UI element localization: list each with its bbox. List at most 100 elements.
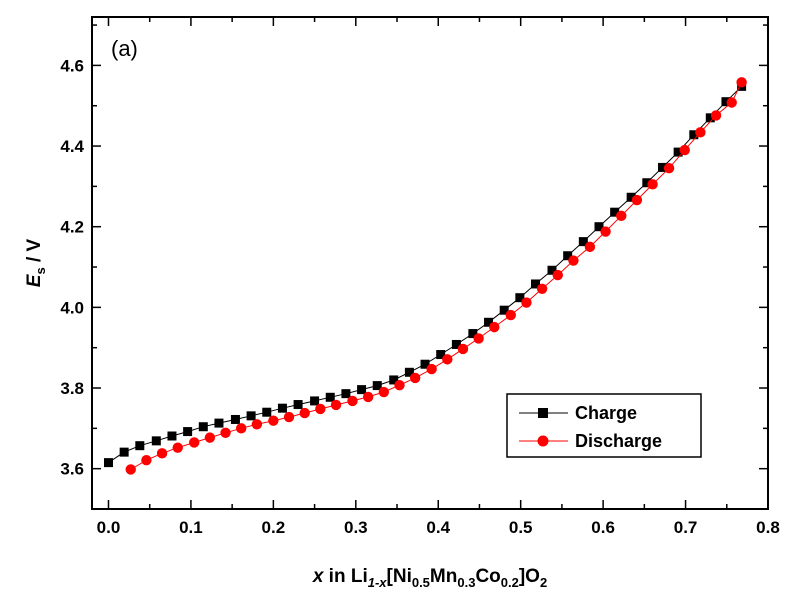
- discharge-point: [616, 210, 627, 222]
- discharge-point: [204, 432, 216, 443]
- y-axis-title-var: E: [24, 273, 45, 287]
- charge-point: [246, 411, 256, 421]
- charge-point: [499, 305, 509, 315]
- charge-point: [198, 422, 208, 432]
- charge-point: [214, 418, 224, 428]
- x-axis-title: x in Li1-x[Ni0.5Mn0.3Co0.2]O2: [312, 566, 547, 590]
- charge-point: [230, 414, 240, 424]
- x-axis-title-part3: Mn: [430, 566, 457, 587]
- charge-point: [404, 367, 414, 377]
- charge-point: [484, 317, 494, 327]
- x-axis-title-sub1: 1-x: [368, 575, 388, 590]
- discharge-point: [141, 455, 152, 466]
- charge-point: [151, 436, 161, 446]
- x-axis-title-part5: ]O: [519, 566, 540, 587]
- charge-point: [578, 237, 588, 247]
- y-tick-label: 3.6: [60, 460, 84, 479]
- discharge-point: [442, 354, 453, 365]
- y-tick-label: 3.8: [60, 379, 84, 398]
- y-axis-title-sub: s: [33, 267, 48, 274]
- x-tick-label: 0.1: [179, 518, 203, 537]
- discharge-point: [362, 391, 374, 403]
- charge-point: [610, 207, 620, 217]
- legend-label-charge: Charge: [575, 403, 637, 423]
- x-axis-title-sub4: 0.2: [501, 575, 519, 590]
- charge-point: [721, 97, 731, 107]
- discharge-point: [283, 411, 295, 423]
- y-tick-label: 4.2: [60, 218, 84, 237]
- discharge-point: [647, 179, 658, 190]
- legend: Charge Discharge: [506, 393, 702, 458]
- charge-point: [673, 147, 683, 157]
- charge-point: [515, 293, 525, 303]
- x-tick-label: 0.4: [426, 518, 450, 537]
- charge-point: [277, 403, 287, 413]
- y-tick-label: 4.0: [60, 298, 84, 317]
- legend-label-discharge: Discharge: [575, 431, 662, 451]
- legend-marker-discharge: [537, 435, 549, 447]
- discharge-point: [315, 403, 326, 415]
- charge-point: [705, 113, 715, 123]
- x-tick-label: 0.3: [344, 518, 368, 537]
- discharge-point: [505, 309, 516, 321]
- discharge-point: [394, 379, 405, 391]
- discharge-point: [330, 399, 342, 411]
- charge-point: [451, 339, 461, 349]
- charge-point: [119, 447, 129, 457]
- discharge-point: [473, 333, 484, 344]
- x-tick-label: 0.6: [591, 518, 615, 537]
- x-axis-title-sub2: 0.5: [412, 575, 430, 590]
- discharge-point: [378, 386, 390, 398]
- discharge-point: [584, 241, 596, 253]
- discharge-point: [236, 423, 247, 434]
- x-tick-label: 0.5: [509, 518, 533, 537]
- discharge-point: [409, 372, 421, 384]
- charge-point: [372, 381, 382, 391]
- discharge-point: [457, 343, 469, 355]
- discharge-point: [536, 283, 548, 295]
- discharge-point: [489, 321, 500, 333]
- discharge-point: [631, 194, 643, 206]
- x-axis-title-part1: in Li: [323, 566, 367, 587]
- discharge-point: [347, 395, 358, 407]
- charge-point: [103, 458, 113, 468]
- charge-point: [563, 251, 573, 261]
- x-tick-label: 0.0: [97, 518, 121, 537]
- discharge-point: [299, 407, 310, 419]
- charge-point: [341, 389, 351, 399]
- discharge-point: [568, 255, 579, 266]
- y-axis-title-part1: / V: [24, 238, 45, 267]
- charge-point: [657, 162, 667, 172]
- discharge-point: [736, 77, 747, 88]
- charge-point: [310, 396, 320, 406]
- discharge-point: [189, 437, 200, 448]
- charge-point: [420, 359, 430, 369]
- discharge-point: [726, 97, 737, 108]
- series-layer: [103, 77, 747, 475]
- discharge-point: [125, 464, 136, 475]
- discharge-point: [268, 415, 279, 426]
- x-axis-title-part4: Co: [475, 566, 500, 587]
- discharge-point: [172, 442, 183, 453]
- y-tick-label: 4.6: [60, 56, 84, 75]
- x-axis-title-sub3: 0.3: [457, 575, 475, 590]
- panel-label: (a): [111, 36, 138, 61]
- charge-point: [262, 407, 272, 417]
- charge-point: [135, 441, 145, 451]
- x-axis-title-part2: [Ni: [387, 566, 412, 587]
- discharge-point: [663, 163, 675, 174]
- legend-marker-charge: [538, 408, 548, 418]
- charge-point: [468, 329, 478, 339]
- charge-point: [293, 400, 303, 410]
- x-tick-label: 0.2: [262, 518, 286, 537]
- discharge-point: [600, 226, 611, 237]
- charge-point: [642, 178, 652, 188]
- charge-point: [531, 279, 541, 289]
- x-axis-title-sub5: 2: [540, 575, 547, 590]
- discharge-point: [251, 419, 263, 430]
- charge-point: [183, 427, 193, 437]
- plot-frame: [91, 16, 769, 510]
- axis-ticks: 0.0 0.1 0.2 0.3 0.4 0.5 0.6 0.7 0.8 3.6 3.8 4.0 4.2 4…: [60, 17, 780, 537]
- discharge-point: [679, 144, 690, 156]
- discharge-point: [156, 448, 168, 459]
